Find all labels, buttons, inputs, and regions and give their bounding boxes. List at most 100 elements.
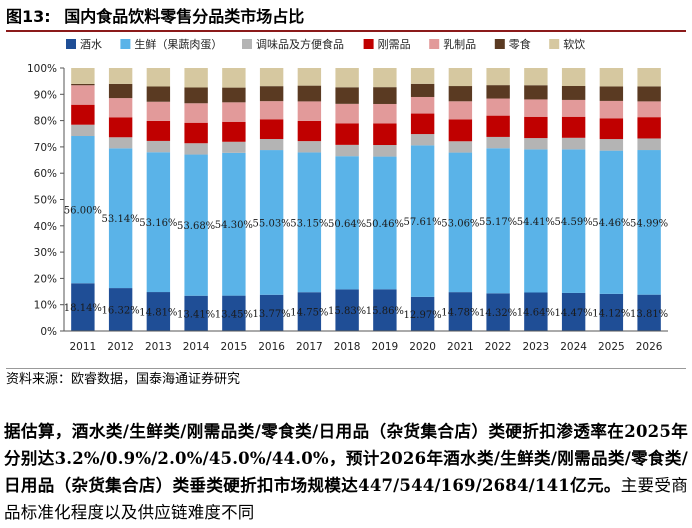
- bar-segment-2018-2: [335, 144, 359, 157]
- bar-segment-2014-6: [184, 68, 208, 88]
- data-label-2025-1: 54.46%: [592, 218, 630, 229]
- bar-segment-2019-5: [373, 87, 397, 104]
- bar-segment-2014-2: [184, 143, 208, 155]
- legend-label-5: 零食: [509, 37, 531, 51]
- legend-label-1: 生鲜（果蔬肉蛋）: [134, 37, 222, 51]
- bar-segment-2023-6: [524, 68, 548, 86]
- data-label-2011-1: 56.00%: [64, 206, 102, 217]
- bar-segment-2014-4: [184, 103, 208, 123]
- bar-segment-2019-2: [373, 145, 397, 157]
- bar-segment-2015-6: [222, 68, 246, 88]
- bar-segment-2016-3: [259, 119, 284, 140]
- bar-segment-2021-0: [448, 292, 473, 331]
- data-label-2022-1: 55.17%: [479, 217, 517, 228]
- bar-segment-2017-5: [297, 85, 322, 102]
- bar-segment-2023-5: [524, 85, 548, 100]
- bar-segment-2012-0: [108, 288, 133, 331]
- x-tick-label: 2025: [598, 341, 625, 353]
- bar-segment-2013-1: [146, 152, 171, 293]
- bar-segment-2017-2: [297, 141, 322, 153]
- bar-segment-2012-5: [108, 83, 133, 99]
- bar-segment-2025-6: [599, 68, 624, 87]
- data-label-2021-1: 53.06%: [441, 218, 479, 229]
- data-label-2025-0: 14.12%: [592, 308, 630, 319]
- bar-segment-2026-2: [637, 138, 661, 151]
- data-label-2021-0: 14.78%: [441, 308, 479, 319]
- bar-segment-2023-0: [524, 292, 548, 331]
- bar-segment-2020-5: [410, 83, 435, 97]
- bar-segment-2016-5: [259, 86, 284, 102]
- data-label-2024-1: 54.59%: [555, 217, 593, 228]
- bar-segment-2026-4: [637, 101, 661, 118]
- bar-segment-2025-5: [599, 86, 624, 101]
- bar-segment-2024-1: [561, 149, 586, 293]
- bar-segment-2018-4: [335, 103, 359, 124]
- bar-segment-2012-3: [108, 117, 133, 138]
- bar-segment-2021-5: [448, 86, 473, 102]
- legend-swatch-1: [120, 39, 131, 49]
- bar-segment-2014-5: [184, 87, 208, 104]
- y-tick-label: 80%: [34, 116, 57, 128]
- x-tick-label: 2023: [523, 341, 550, 353]
- bar-segment-2017-6: [297, 68, 322, 86]
- bar-segment-2018-0: [335, 289, 359, 331]
- data-label-2026-1: 54.99%: [630, 218, 668, 229]
- bar-segment-2022-0: [486, 293, 510, 331]
- legend-label-0: 酒水: [80, 38, 102, 51]
- bar-segment-2011-4: [71, 85, 95, 105]
- data-label-2018-0: 15.83%: [328, 306, 366, 317]
- legend-label-4: 乳制品: [443, 38, 476, 51]
- bar-segment-2017-0: [297, 292, 322, 331]
- bar-segment-2020-2: [410, 134, 435, 146]
- bar-segment-2017-4: [297, 101, 322, 121]
- bar-segment-2020-0: [410, 296, 435, 331]
- x-tick-label: 2013: [145, 341, 172, 353]
- bar-segment-2021-4: [448, 101, 473, 120]
- bar-segment-2026-0: [637, 294, 661, 331]
- y-tick-label: 70%: [34, 142, 57, 154]
- data-label-2013-0: 14.81%: [139, 308, 177, 319]
- bar-segment-2023-4: [524, 99, 548, 117]
- analysis-paragraph-bold: 据估算，酒水类/生鲜类/刚需品类/零食类/日用品（杂货集合店）类硬折扣渗透率在2…: [4, 422, 688, 495]
- bar-segment-2016-4: [259, 101, 284, 120]
- legend-label-2: 调味品及方便食品: [256, 37, 344, 51]
- x-tick-label: 2015: [221, 341, 248, 353]
- bar-segment-2012-6: [108, 68, 133, 84]
- bar-segment-2014-0: [184, 295, 208, 331]
- data-label-2014-0: 13.41%: [177, 309, 215, 320]
- bar-segment-2012-1: [108, 148, 133, 289]
- bar-segment-2023-1: [524, 149, 548, 293]
- bar-segment-2015-4: [222, 102, 246, 122]
- bar-segment-2024-6: [561, 68, 586, 86]
- x-tick-label: 2026: [636, 341, 663, 353]
- data-label-2016-0: 13.77%: [253, 309, 291, 320]
- y-tick-label: 40%: [34, 221, 57, 233]
- bar-segment-2017-1: [297, 152, 322, 293]
- y-tick-label: 0%: [40, 326, 57, 338]
- bar-segment-2022-1: [486, 148, 510, 294]
- bar-segment-2026-6: [637, 68, 661, 87]
- data-label-2026-0: 13.81%: [630, 309, 668, 320]
- legend-swatch-6: [549, 39, 560, 49]
- bar-segment-2013-3: [146, 120, 171, 141]
- x-tick-label: 2020: [409, 341, 436, 353]
- bar-segment-2016-2: [259, 139, 284, 151]
- bar-segment-2016-1: [259, 150, 284, 295]
- y-tick-label: 20%: [34, 273, 57, 285]
- figure-title: 国内食品饮料零售分品类市场占比: [64, 7, 305, 26]
- bar-segment-2023-2: [524, 138, 548, 150]
- bar-segment-2011-1: [71, 136, 95, 284]
- bar-segment-2012-4: [108, 98, 133, 118]
- x-tick-label: 2021: [447, 341, 474, 353]
- bar-segment-2016-6: [259, 68, 284, 87]
- bar-segment-2021-6: [448, 68, 473, 87]
- bar-segment-2018-6: [335, 68, 359, 88]
- data-label-2017-0: 14.75%: [290, 308, 328, 319]
- analysis-paragraph: 据估算，酒水类/生鲜类/刚需品类/零食类/日用品（杂货集合店）类硬折扣渗透率在2…: [4, 418, 688, 526]
- bar-segment-2018-1: [335, 156, 359, 290]
- bar-segment-2020-4: [410, 96, 435, 114]
- bar-segment-2022-5: [486, 85, 510, 99]
- bar-segment-2021-3: [448, 119, 473, 142]
- x-tick-label: 2011: [70, 341, 97, 353]
- data-label-2019-1: 50.46%: [366, 219, 404, 230]
